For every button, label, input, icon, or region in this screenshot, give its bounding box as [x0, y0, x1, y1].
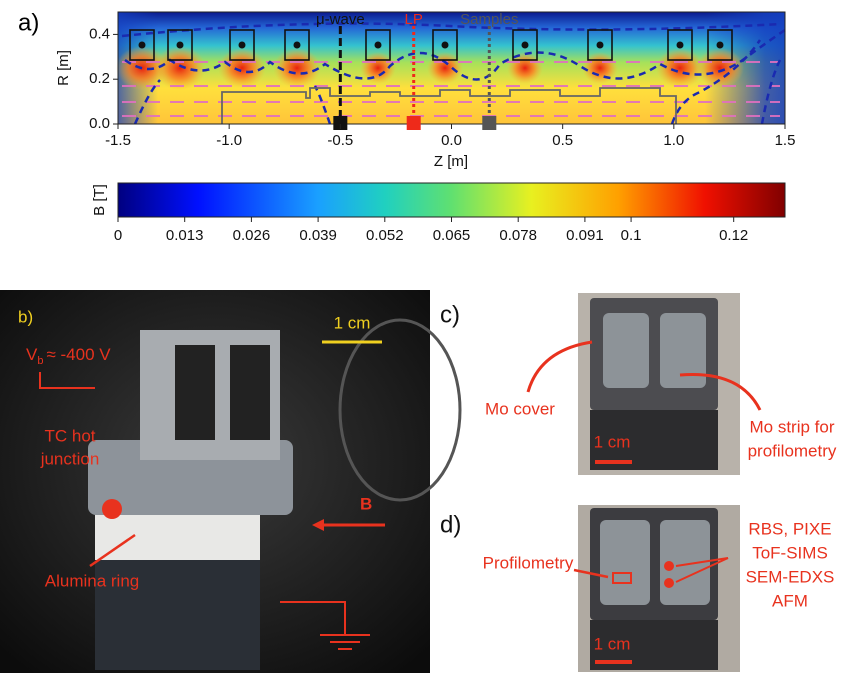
- annotation: AFM: [772, 591, 808, 610]
- x-tick-label: 1.5: [775, 132, 796, 149]
- panel-label: a): [18, 9, 39, 36]
- field-map: [116, 12, 785, 124]
- colorbar-tick-label: 0.052: [366, 227, 404, 244]
- y-tick-label: 0.2: [89, 70, 110, 87]
- annotation-label: Samples: [460, 11, 518, 28]
- annotation: Mo cover: [485, 399, 555, 418]
- annotation: SEM-EDXS: [746, 567, 835, 586]
- annotation: B: [360, 494, 372, 513]
- voltage-symbol: V: [26, 345, 38, 364]
- scale-label: 1 cm: [594, 634, 631, 653]
- annotation: junction: [40, 449, 100, 468]
- x-tick-label: -0.5: [327, 132, 353, 149]
- colorbar-tick-label: 0.1: [621, 227, 642, 244]
- panel-label: d): [440, 511, 461, 538]
- y-tick-label: 0.0: [89, 115, 110, 132]
- colorbar-label: B [T]: [91, 184, 108, 216]
- scale-label: 1 cm: [594, 432, 631, 451]
- figure: a): [0, 0, 855, 674]
- annotation: TC hot: [44, 426, 95, 445]
- colorbar-tick-label: 0.12: [719, 227, 748, 244]
- colorbar-tick-label: 0.026: [233, 227, 271, 244]
- colorbar-tick-label: 0.091: [566, 227, 604, 244]
- annotation-marker: [407, 116, 421, 130]
- voltage-value: ≈ -400 V: [46, 345, 111, 364]
- scale-label: 1 cm: [334, 313, 371, 332]
- panel-d: d) Profilometry RBS, PIXE ToF-SIMS SEM-EDX…: [440, 505, 834, 672]
- colorbar-tick-label: 0.039: [299, 227, 337, 244]
- annotation-label: μ-wave: [316, 11, 365, 28]
- voltage-subscript: b: [37, 355, 43, 367]
- annotation: profilometry: [748, 441, 837, 460]
- colorbar-tick-label: 0: [114, 227, 122, 244]
- panel-label: b): [18, 307, 33, 326]
- panel-c: c) Mo cover Mo strip for profilometry 1 …: [440, 293, 837, 475]
- x-axis-label: Z [m]: [434, 153, 468, 170]
- x-tick-label: 1.0: [663, 132, 684, 149]
- annotation-label: LP: [405, 11, 423, 28]
- annotation: Alumina ring: [45, 571, 140, 590]
- y-tick-label: 0.4: [89, 25, 110, 42]
- annotation: Profilometry: [483, 553, 574, 572]
- colorbar-tick-label: 0.013: [166, 227, 204, 244]
- colorbar-tick-label: 0.065: [433, 227, 471, 244]
- panel-b: b) 1 cm Vb≈ -400 V TC hot junction B Alu…: [0, 290, 460, 673]
- x-tick-label: 0.5: [552, 132, 573, 149]
- annotation: RBS, PIXE: [748, 519, 831, 538]
- panel-label: c): [440, 301, 460, 328]
- x-tick-label: 0.0: [441, 132, 462, 149]
- y-axis-label: R [m]: [55, 50, 72, 86]
- annotation: Mo strip for: [749, 417, 834, 436]
- x-tick-label: -1.5: [105, 132, 131, 149]
- colorbar: [118, 183, 785, 217]
- colorbar-tick-label: 0.078: [499, 227, 537, 244]
- annotation-marker: [482, 116, 496, 130]
- annotation: ToF-SIMS: [752, 543, 828, 562]
- panel-a: a): [18, 9, 795, 244]
- x-tick-label: -1.0: [216, 132, 242, 149]
